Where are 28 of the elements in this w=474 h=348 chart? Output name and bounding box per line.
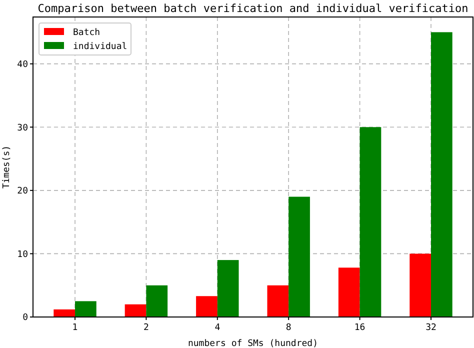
bar [196, 296, 218, 317]
x-tick-label: 8 [286, 323, 292, 333]
x-tick-label: 16 [354, 323, 366, 333]
bar [288, 196, 310, 317]
bar [124, 304, 146, 317]
bar [430, 32, 452, 317]
bar [410, 254, 431, 317]
bar [360, 127, 382, 317]
y-tick-label: 40 [17, 60, 28, 70]
x-axis-title: numbers of SMs (hundred) [188, 339, 318, 348]
bar [338, 268, 360, 317]
y-tick-label: 20 [17, 186, 28, 197]
y-tick-label: 10 [17, 250, 28, 260]
chart-title: Comparison between batch verification and individual verification [38, 2, 468, 15]
x-tick-label: 32 [426, 323, 436, 333]
y-axis-title: Times(s) [2, 145, 12, 189]
y-tick-label: 0 [22, 313, 28, 324]
bar [75, 301, 96, 317]
bar [217, 260, 239, 317]
bar [267, 285, 289, 317]
x-tick-label: 4 [214, 323, 220, 333]
y-tick-label: 30 [17, 123, 28, 134]
legend-label: Batch [73, 28, 100, 38]
legend-label: individual [73, 42, 128, 52]
bar [54, 309, 76, 317]
bar [146, 285, 168, 317]
x-tick-label: 1 [72, 323, 78, 333]
x-tick-label: 2 [143, 323, 149, 333]
